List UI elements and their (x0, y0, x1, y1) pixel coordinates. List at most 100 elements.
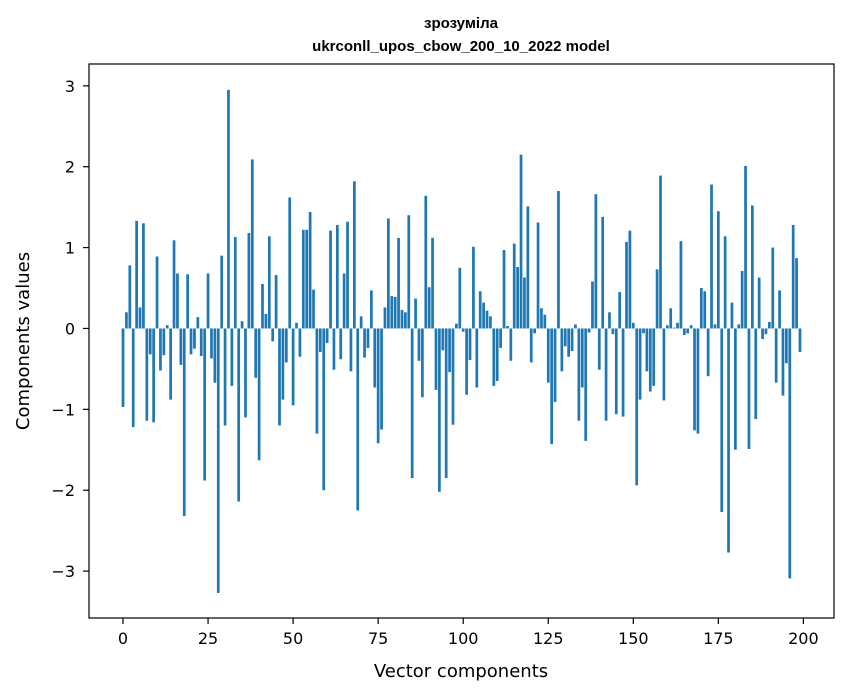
bar-67 (349, 328, 353, 372)
bar-93 (438, 328, 441, 492)
y-tick-label: 1 (65, 239, 75, 258)
y-tick-label: 0 (65, 319, 75, 338)
bar-34 (237, 328, 241, 502)
bar-41 (261, 283, 264, 329)
bar-117 (519, 154, 523, 329)
bar-111 (499, 328, 502, 348)
chart-title-line-1: зрозуміла (424, 15, 499, 32)
bar-42 (264, 313, 268, 329)
bar-131 (567, 328, 571, 357)
x-tick-label: 125 (533, 629, 564, 648)
bar-53 (301, 229, 305, 329)
bar-21 (193, 328, 196, 349)
bar-44 (271, 328, 275, 342)
bar-140 (597, 328, 601, 370)
bar-182 (740, 271, 744, 329)
bar-104 (475, 328, 479, 388)
bar-160 (665, 325, 669, 329)
y-axis-label: Components values (13, 252, 34, 430)
bar-83 (404, 312, 407, 329)
bar-161 (669, 308, 673, 329)
bar-10 (155, 256, 159, 329)
bar-60 (325, 328, 329, 344)
bar-151 (635, 328, 639, 486)
bar-158 (659, 175, 662, 329)
bar-184 (747, 328, 751, 449)
bar-167 (689, 325, 693, 329)
bar-4 (135, 220, 138, 329)
bar-78 (387, 218, 390, 329)
bar-73 (369, 290, 373, 329)
bar-13 (165, 325, 169, 329)
bar-185 (751, 205, 754, 329)
y-tick-label: 2 (65, 158, 75, 177)
bar-159 (662, 328, 666, 401)
bar-179 (730, 302, 734, 329)
bar-18 (182, 328, 186, 517)
bar-119 (526, 206, 530, 329)
bar-25 (206, 273, 210, 329)
bar-191 (771, 247, 775, 329)
bar-79 (390, 296, 394, 329)
bar-123 (540, 308, 543, 329)
x-tick-label: 150 (618, 629, 649, 648)
bar-7 (145, 328, 149, 421)
bar-15 (172, 240, 176, 329)
bar-14 (169, 328, 172, 400)
bar-series (121, 89, 802, 593)
bar-154 (645, 328, 649, 372)
bar-36 (244, 328, 247, 418)
bar-32 (230, 328, 234, 386)
bar-3 (131, 328, 135, 428)
y-tick-label: 3 (65, 77, 75, 96)
bar-70 (359, 316, 363, 329)
bar-84 (407, 215, 411, 329)
bar-198 (795, 258, 798, 329)
bar-106 (482, 302, 485, 329)
bar-116 (516, 267, 519, 329)
bar-112 (502, 250, 506, 329)
bar-118 (523, 277, 526, 329)
bar-91 (431, 237, 434, 329)
bar-86 (414, 298, 417, 329)
bar-80 (393, 296, 397, 329)
bar-133 (574, 324, 577, 329)
bar-169 (696, 328, 700, 434)
bar-76 (380, 328, 383, 430)
bar-47 (281, 328, 285, 400)
x-axis-label: Vector components (374, 661, 548, 682)
bar-163 (676, 322, 679, 329)
bar-74 (373, 328, 377, 388)
bar-98 (455, 323, 458, 329)
bar-17 (179, 328, 183, 365)
bar-26 (210, 328, 213, 359)
bar-61 (329, 230, 332, 329)
bar-155 (648, 328, 652, 392)
bar-156 (652, 328, 656, 386)
bar-109 (492, 328, 496, 386)
bar-138 (591, 281, 594, 329)
bar-100 (461, 328, 465, 332)
plot-area-frame (88, 63, 835, 619)
bar-75 (376, 328, 380, 444)
bar-113 (506, 326, 509, 329)
x-tick-label: 200 (788, 629, 819, 648)
bar-180 (733, 328, 737, 450)
bar-124 (543, 314, 547, 329)
x-axis-ticks: 0 25 50 75 100 125 150 175 200 (118, 618, 819, 648)
bar-165 (682, 328, 686, 335)
bar-8 (148, 328, 152, 355)
bar-122 (536, 222, 540, 329)
bar-38 (250, 159, 254, 329)
bar-189 (764, 328, 768, 335)
bar-162 (672, 327, 676, 329)
bar-171 (703, 291, 707, 329)
bar-183 (744, 165, 747, 329)
bar-11 (159, 328, 162, 371)
bar-199 (798, 328, 802, 352)
bar-143 (608, 312, 611, 329)
bar-147 (621, 328, 625, 417)
bar-178 (727, 328, 730, 553)
bar-90 (427, 287, 431, 329)
bar-168 (693, 328, 696, 431)
